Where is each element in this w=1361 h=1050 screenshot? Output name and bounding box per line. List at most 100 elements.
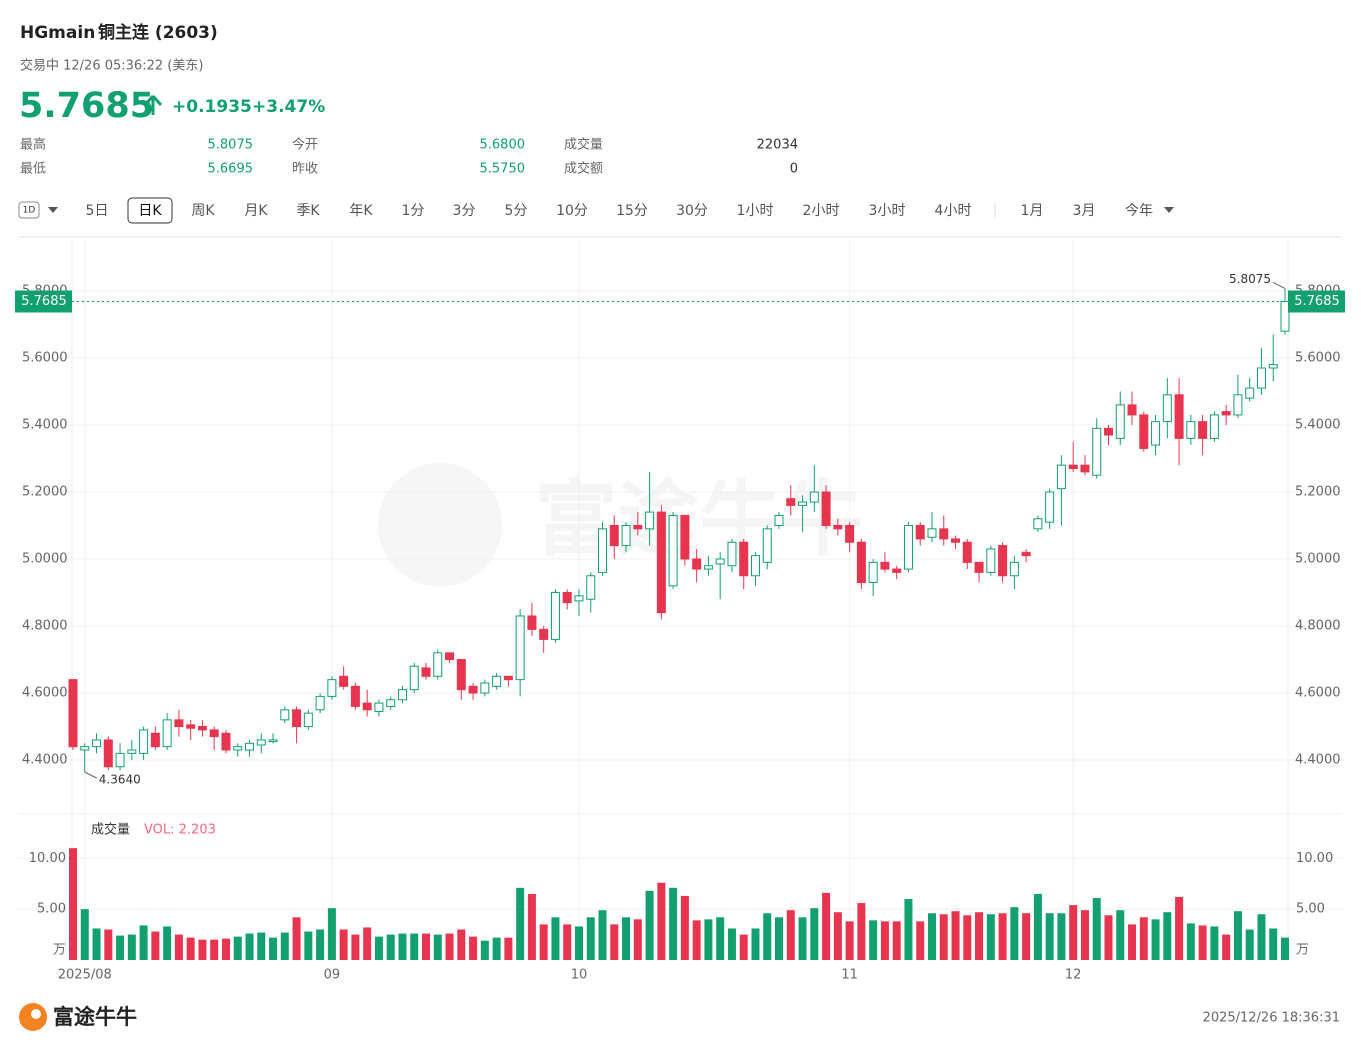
volume-bar — [1104, 915, 1113, 960]
watermark: 富途牛牛 — [535, 472, 863, 567]
candle-body — [468, 685, 478, 694]
tab[interactable]: 15分 — [616, 203, 648, 219]
candle-body — [445, 652, 455, 661]
candle-body — [421, 667, 431, 677]
volume-bar — [1210, 926, 1219, 960]
x-tick-label: 11 — [841, 968, 858, 983]
volume-bar — [669, 887, 678, 960]
tab[interactable]: 5日 — [86, 203, 109, 219]
tab[interactable]: 3分 — [453, 203, 476, 219]
dropdown[interactable] — [1164, 207, 1174, 213]
tab[interactable]: 季K — [296, 203, 320, 219]
tab[interactable]: 1月 — [1021, 203, 1044, 219]
candle-body — [915, 524, 925, 540]
volume-bar — [504, 937, 513, 960]
volume-bar — [269, 937, 278, 960]
period-select[interactable]: 1D — [23, 206, 36, 216]
candle-body — [1139, 414, 1149, 449]
y-tick-label: 5.4000 — [22, 417, 68, 432]
candle-body — [374, 702, 384, 712]
volume-bar — [963, 915, 972, 960]
logo-icon-dot — [31, 1009, 41, 1019]
volume-title: 成交量 — [91, 822, 130, 838]
candle-body — [303, 712, 313, 728]
candle-body — [68, 679, 78, 748]
candle-body — [786, 498, 796, 506]
tab[interactable]: 1分 — [402, 203, 425, 219]
volume-bar — [892, 921, 901, 960]
candle-body — [515, 615, 525, 681]
watermark-icon — [378, 463, 502, 587]
candle-body — [727, 541, 737, 567]
tab[interactable]: 3月 — [1073, 203, 1096, 219]
volume-bar — [986, 914, 995, 960]
volume-bar — [422, 933, 431, 960]
candle-body — [103, 739, 113, 768]
volume-label: VOL: 2.203 — [144, 823, 216, 838]
volume-bar — [1139, 917, 1148, 960]
volume-bar — [433, 934, 442, 960]
volume-bar — [398, 933, 407, 960]
candle-body — [1115, 404, 1125, 439]
tab[interactable]: 3小时 — [869, 203, 906, 219]
dropdown[interactable] — [48, 207, 58, 213]
tab[interactable]: 月K — [244, 203, 268, 219]
volume-bar — [704, 919, 713, 960]
y-tick-label: 5.2000 — [22, 484, 68, 499]
candle-body — [574, 595, 584, 602]
candle-body — [680, 514, 690, 560]
candle-body — [256, 739, 266, 746]
tab[interactable]: 日K — [138, 203, 162, 219]
volume-bar — [139, 925, 148, 960]
candle-body — [586, 575, 596, 600]
volume-bar — [116, 935, 125, 960]
candle-body — [115, 752, 125, 768]
volume-bar — [1151, 919, 1160, 960]
x-tick-label: 10 — [571, 968, 588, 983]
period-icon[interactable] — [18, 201, 40, 219]
candle-body — [1186, 421, 1196, 439]
stat-value: 5.8075 — [208, 138, 254, 153]
candle-body — [280, 709, 290, 721]
volume-bar — [739, 934, 748, 960]
candle-body — [1056, 464, 1066, 490]
volume-bar — [1128, 924, 1137, 960]
volume-bar — [810, 908, 819, 960]
volume-bar — [257, 932, 266, 960]
volume-bar — [186, 937, 195, 960]
tab[interactable]: 年K — [349, 203, 373, 219]
volume-bar — [292, 917, 301, 960]
stat-label: 今开 — [292, 137, 318, 153]
volume-bar — [610, 924, 619, 960]
volume-bar — [174, 934, 183, 960]
volume-bar — [727, 928, 736, 960]
volume-bar — [1269, 928, 1278, 960]
volume-bar — [716, 917, 725, 960]
tab[interactable]: 今年 — [1125, 203, 1153, 219]
stat-label: 成交量 — [564, 137, 603, 153]
volume-tick-label-right: 10.00 — [1296, 851, 1333, 866]
y-tick-label: 4.8000 — [22, 619, 68, 634]
candle-body — [1280, 300, 1290, 332]
tab[interactable]: 2小时 — [803, 203, 840, 219]
candle-body — [609, 524, 619, 547]
y-tick-label-right: 4.6000 — [1295, 686, 1341, 701]
tab[interactable]: 5分 — [505, 203, 528, 219]
volume-bar — [975, 912, 984, 960]
candle-body — [1103, 427, 1113, 436]
candle-body — [1256, 367, 1266, 389]
tab[interactable]: 30分 — [676, 203, 708, 219]
active-tab[interactable] — [127, 197, 173, 224]
candle-body — [868, 561, 878, 583]
candle-body — [998, 545, 1008, 577]
tab[interactable]: 4小时 — [935, 203, 972, 219]
stat-value: 22034 — [757, 138, 798, 153]
candle-body — [927, 528, 937, 538]
candle-body — [692, 558, 702, 570]
tab[interactable]: 10分 — [556, 203, 588, 219]
tab[interactable]: 1小时 — [737, 203, 774, 219]
volume-bar — [492, 937, 501, 960]
volume-bar — [316, 929, 325, 960]
candle-body — [315, 695, 325, 711]
tab[interactable]: 周K — [191, 203, 215, 219]
